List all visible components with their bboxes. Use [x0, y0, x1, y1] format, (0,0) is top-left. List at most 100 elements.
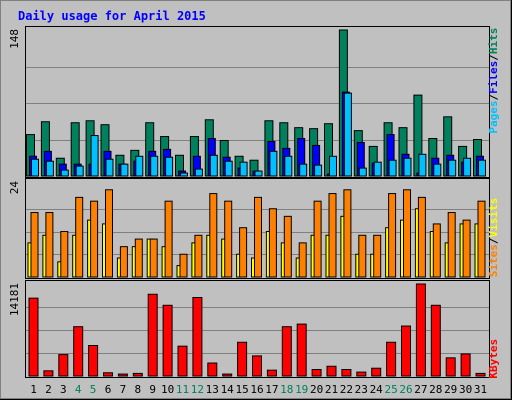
- bar-kbytes: [222, 373, 233, 377]
- bar-sites: [179, 253, 188, 278]
- bar-kbytes: [326, 365, 337, 377]
- bar-sites: [149, 238, 158, 278]
- bar-sites: [254, 196, 262, 278]
- bar-kbytes: [401, 325, 411, 377]
- bar-pages: [373, 161, 382, 177]
- bar-kbytes: [460, 353, 471, 377]
- x-tick-label: 24: [370, 383, 384, 396]
- x-tick-label: 9: [149, 383, 156, 396]
- x-tick-label: 15: [235, 383, 248, 396]
- bar-pages: [120, 163, 129, 177]
- bar-pages: [150, 155, 159, 177]
- legend-item: /: [487, 54, 500, 61]
- bar-sites: [105, 189, 113, 278]
- legend-item: Hits: [487, 28, 500, 55]
- legend-item: Pages: [487, 100, 500, 133]
- x-tick-label: 27: [414, 383, 427, 396]
- x-tick-label: 1: [30, 383, 37, 396]
- bar-sites: [45, 212, 54, 278]
- bar-sites: [477, 200, 486, 278]
- x-tick-label: 4: [75, 383, 82, 396]
- bar-kbytes: [341, 369, 352, 377]
- bar-sites: [328, 193, 337, 278]
- x-tick-label: 26: [399, 383, 412, 396]
- bar-kbytes: [117, 373, 128, 377]
- bar-kbytes: [88, 345, 99, 377]
- bar-pages: [45, 160, 54, 177]
- bar-sites: [209, 193, 218, 278]
- bar-kbytes: [475, 372, 486, 377]
- bar-pages: [194, 168, 203, 177]
- bar-sites: [239, 227, 248, 278]
- bar-sites: [90, 200, 99, 278]
- bar-pages: [299, 163, 308, 177]
- x-tick-label: 11: [176, 383, 189, 396]
- bar-sites: [30, 212, 39, 278]
- x-tick-label: 29: [444, 383, 457, 396]
- bar-kbytes: [252, 355, 262, 377]
- x-tick-label: 3: [60, 383, 67, 396]
- bar-pages: [343, 92, 352, 177]
- x-tick-label: 21: [325, 383, 338, 396]
- legend-item: KBytes: [487, 339, 500, 379]
- x-tick-label: 31: [474, 383, 487, 396]
- bar-kbytes: [132, 372, 143, 377]
- bar-kbytes: [386, 341, 397, 377]
- bar-pages: [433, 163, 442, 177]
- bar-kbytes: [356, 371, 367, 377]
- bar-pages: [31, 158, 39, 177]
- bar-pages: [463, 157, 472, 177]
- bar-kbytes: [103, 372, 113, 377]
- bar-pages: [418, 153, 427, 177]
- bar-pages: [254, 170, 263, 177]
- bar-kbytes: [266, 369, 277, 377]
- x-tick-label: 10: [161, 383, 174, 396]
- y-max-label: 24: [8, 181, 21, 195]
- x-tick-label: 14: [221, 383, 235, 396]
- x-tick-label: 30: [459, 383, 472, 396]
- bar-pages: [209, 154, 218, 177]
- bar-sites: [134, 238, 143, 278]
- label-layer: 1482414181Pages/Files/HitsSites/VisitsKB…: [8, 28, 500, 396]
- x-tick-label: 28: [429, 383, 442, 396]
- bar-kbytes: [162, 304, 173, 377]
- bar-pages: [448, 159, 457, 177]
- bar-kbytes: [177, 345, 188, 377]
- bar-sites: [447, 212, 456, 278]
- legend-kbytes: KBytes: [487, 339, 500, 379]
- bar-kbytes: [371, 367, 382, 377]
- bar-sites: [119, 246, 128, 278]
- bar-pages: [135, 155, 144, 177]
- x-tick-label: 2: [45, 383, 52, 396]
- bar-kbytes: [43, 370, 54, 377]
- bar-kbytes: [445, 357, 456, 377]
- legend-item: Sites: [487, 244, 500, 277]
- bar-sites: [298, 242, 307, 278]
- bar-kbytes: [147, 293, 158, 377]
- bar-sites: [283, 215, 292, 278]
- bar-sites: [432, 223, 441, 278]
- x-tick-label: 13: [206, 383, 219, 396]
- bar-pages: [269, 150, 278, 177]
- x-tick-label: 22: [340, 383, 353, 396]
- legend-hits-files-pages: Pages/Files/Hits: [487, 28, 500, 134]
- bar-kbytes: [28, 297, 39, 377]
- x-tick-label: 17: [265, 383, 278, 396]
- bar-pages: [165, 156, 174, 177]
- bar-kbytes: [58, 354, 69, 377]
- bar-kbytes: [73, 326, 84, 377]
- bar-sites: [194, 234, 203, 278]
- bar-pages: [314, 164, 323, 177]
- x-tick-label: 8: [134, 383, 141, 396]
- bar-pages: [180, 172, 188, 177]
- bar-pages: [403, 157, 412, 177]
- x-tick-label: 16: [250, 383, 263, 396]
- y-max-label: 14181: [8, 283, 21, 316]
- bar-pages: [329, 155, 337, 177]
- bar-pages: [284, 155, 293, 177]
- bar-sites: [373, 234, 382, 278]
- bar-kbytes: [296, 323, 307, 377]
- bar-kbytes: [207, 362, 218, 377]
- bar-pages: [478, 159, 486, 177]
